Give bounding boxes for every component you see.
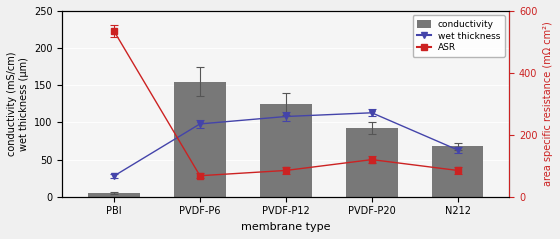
Bar [432,146,483,197]
Bar [88,193,140,197]
Bar [260,104,312,197]
Y-axis label: area specific resistance (mΩ cm²): area specific resistance (mΩ cm²) [543,22,553,186]
Bar [346,128,398,197]
X-axis label: membrane type: membrane type [241,222,330,232]
Legend: conductivity, wet thickness, ASR: conductivity, wet thickness, ASR [413,16,505,57]
Bar [174,81,226,197]
Y-axis label: conductivity (mS/cm)
wet thickness (μm): conductivity (mS/cm) wet thickness (μm) [7,52,29,156]
